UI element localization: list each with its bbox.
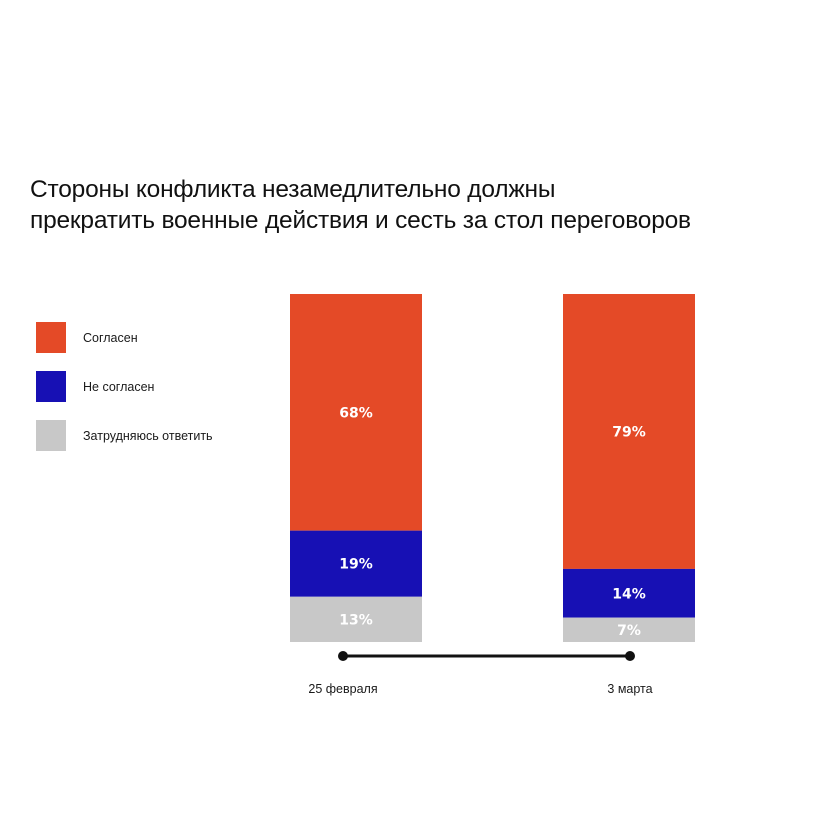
legend-item-undecided: Затрудняюсь ответить — [36, 420, 213, 451]
legend-swatch-disagree — [36, 371, 66, 402]
bar-segment-disagree-2 — [563, 568, 695, 618]
legend: Согласен Не согласен Затрудняюсь ответит… — [36, 322, 213, 469]
data-label-agree-2: 79% — [612, 424, 646, 440]
legend-label-undecided: Затрудняюсь ответить — [83, 428, 213, 443]
x-tick-label-2: 3 марта — [607, 682, 652, 696]
legend-swatch-undecided — [36, 420, 66, 451]
legend-swatch-agree — [36, 322, 66, 353]
bar-segment-agree-1 — [290, 294, 422, 531]
bar-segment-undecided-1 — [290, 596, 422, 642]
timeline-dot-2 — [625, 651, 635, 661]
legend-item-disagree: Не согласен — [36, 371, 213, 402]
legend-label-agree: Согласен — [83, 330, 138, 345]
chart-title-line-1: Стороны конфликта незамедлительно должны — [30, 176, 556, 203]
x-tick-label-1: 25 февраля — [308, 682, 377, 696]
legend-label-disagree: Не согласен — [83, 379, 155, 394]
data-label-undecided-2: 7% — [617, 623, 641, 639]
data-label-disagree-1: 19% — [339, 557, 373, 573]
bar-segment-disagree-1 — [290, 530, 422, 597]
data-label-disagree-2: 14% — [612, 586, 646, 602]
legend-item-agree: Согласен — [36, 322, 213, 353]
data-label-undecided-1: 13% — [339, 612, 373, 628]
chart-title: Стороны конфликта незамедлительно должны… — [30, 174, 820, 236]
timeline-dot-1 — [338, 651, 348, 661]
data-label-agree-1: 68% — [339, 405, 373, 421]
bar-segment-agree-2 — [563, 294, 695, 569]
chart-title-line-2: прекратить военные действия и сесть за с… — [30, 207, 691, 234]
bar-segment-undecided-2 — [563, 617, 695, 642]
